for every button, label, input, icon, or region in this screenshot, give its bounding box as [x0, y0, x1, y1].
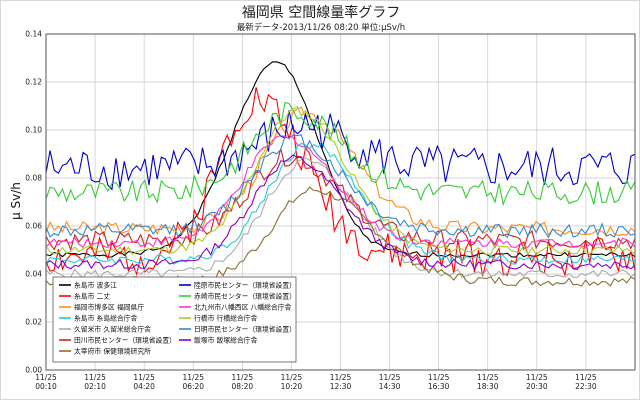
legend-label-12: 飯塚市 飯塚総合庁舎 — [194, 335, 258, 344]
x-tick-date: 11/25 — [133, 373, 155, 382]
x-tick-time: 14:30 — [379, 382, 401, 391]
x-tick-time: 22:30 — [575, 382, 597, 391]
y-tick-label: 0.06 — [25, 222, 42, 231]
y-tick-label: 0.10 — [25, 126, 42, 135]
series-line-2 — [45, 106, 636, 237]
x-tick-labels: 11/2500:1011/2502:1011/2504:2011/2506:20… — [35, 373, 597, 391]
series-line-3 — [45, 142, 635, 265]
chart-subtitle: 最新データ-2013/11/26 08:20 単位:μSv/h — [237, 22, 405, 33]
series-line-7 — [45, 110, 636, 191]
x-tick-time: 06:20 — [182, 382, 204, 391]
series-lines — [45, 61, 636, 287]
legend-label-3: 糸島市 糸島総合庁舎 — [74, 313, 138, 322]
x-tick-date: 11/25 — [330, 373, 352, 382]
x-tick-date: 11/25 — [35, 373, 57, 382]
x-tick-time: 16:30 — [428, 382, 450, 391]
plot-border — [45, 33, 636, 371]
legend-label-0: 糸島市 波多江 — [74, 280, 117, 289]
y-tick-label: 0.00 — [25, 366, 42, 375]
y-tick-label: 0.08 — [25, 174, 42, 183]
x-tick-time: 12:30 — [330, 382, 352, 391]
x-tick-date: 11/25 — [281, 373, 303, 382]
legend-label-10: 行橋市 行橋総合庁舎 — [194, 313, 258, 322]
legend-box — [52, 276, 297, 363]
series-line-1 — [45, 87, 636, 277]
y-tick-labels: 0.00 0.02 0.04 0.06 0.08 0.10 0.12 0.14 — [25, 30, 42, 375]
x-tick-date: 11/25 — [232, 373, 254, 382]
series-line-10 — [45, 105, 636, 256]
legend-label-11: 日明市民センター（環境省設置） — [194, 324, 296, 333]
chart-title: 福岡県 空間線量率グラフ — [242, 4, 400, 21]
x-tick-time: 08:20 — [232, 382, 254, 391]
series-line-11 — [45, 134, 636, 239]
y-tick-label: 0.14 — [25, 30, 42, 39]
y-tick-label: 0.12 — [25, 78, 42, 87]
x-tick-date: 11/25 — [182, 373, 204, 382]
y-tick-label: 0.04 — [25, 270, 42, 279]
legend-label-5: 田川市民センター（環境省設置） — [74, 335, 176, 344]
x-tick-date: 11/25 — [477, 373, 499, 382]
legend-label-2: 福岡市博多区 福岡県庁 — [74, 302, 144, 311]
legend-label-7: 陸原市民センター（環境省設置） — [194, 280, 296, 289]
series-line-8 — [45, 101, 636, 207]
x-tick-date: 11/25 — [428, 373, 450, 382]
legend-label-4: 久留米市 久留米総合庁舎 — [74, 324, 151, 333]
legend-label-1: 糸島市 二丈 — [74, 291, 110, 300]
x-tick-time: 20:30 — [526, 382, 548, 391]
x-tick-time: 02:10 — [84, 382, 106, 391]
x-tick-date: 11/25 — [379, 373, 401, 382]
x-tick-date: 11/25 — [526, 373, 548, 382]
x-tick-date: 11/25 — [575, 373, 597, 382]
legend-label-6: 太宰府市 保健環境研究所 — [74, 346, 151, 355]
x-tick-time: 18:30 — [477, 382, 499, 391]
y-axis-label: μ Sv/h — [9, 182, 23, 220]
x-tick-time: 04:20 — [133, 382, 155, 391]
series-line-12 — [45, 154, 636, 271]
x-tick-time: 10:20 — [281, 382, 303, 391]
x-tick-date: 11/25 — [84, 373, 106, 382]
series-line-9 — [45, 134, 636, 249]
y-tick-label: 0.02 — [25, 318, 42, 327]
x-tick-time: 00:10 — [35, 382, 57, 391]
legend-label-8: 赤崎市民センター（環境省設置） — [194, 291, 296, 300]
legend-label-9: 北九州市八幡西区 八幡総合庁舎 — [194, 302, 292, 311]
